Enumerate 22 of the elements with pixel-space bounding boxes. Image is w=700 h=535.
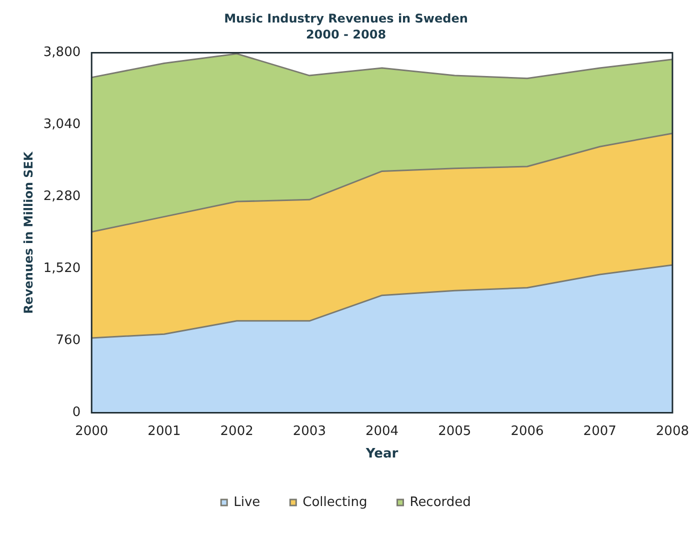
x-tick-label: 2008 bbox=[656, 424, 690, 439]
legend-label: Recorded bbox=[410, 494, 471, 510]
chart-title: Music Industry Revenues in Sweden bbox=[224, 11, 468, 26]
x-tick-label: 2004 bbox=[365, 424, 399, 439]
y-axis-title: Revenues in Million SEK bbox=[21, 150, 36, 314]
x-tick-label: 2002 bbox=[220, 424, 254, 439]
x-tick-label: 2003 bbox=[292, 424, 326, 439]
x-tick-label: 2006 bbox=[510, 424, 544, 439]
y-tick-label: 0 bbox=[72, 405, 81, 420]
y-tick-label: 3,800 bbox=[43, 45, 81, 60]
x-axis-title: Year bbox=[364, 446, 399, 462]
y-tick-label: 760 bbox=[56, 333, 81, 348]
x-tick-label: 2007 bbox=[583, 424, 616, 439]
x-tick-label: 2000 bbox=[75, 424, 108, 439]
legend-label: Collecting bbox=[302, 494, 368, 510]
x-tick-label: 2005 bbox=[438, 424, 472, 439]
y-tick-label: 2,280 bbox=[43, 189, 81, 204]
y-tick-label: 3,040 bbox=[43, 117, 81, 132]
legend-label: Live bbox=[234, 494, 260, 510]
y-tick-label: 1,520 bbox=[43, 261, 81, 276]
chart-subtitle: 2000 - 2008 bbox=[306, 28, 386, 42]
x-tick-label: 2001 bbox=[148, 424, 181, 439]
